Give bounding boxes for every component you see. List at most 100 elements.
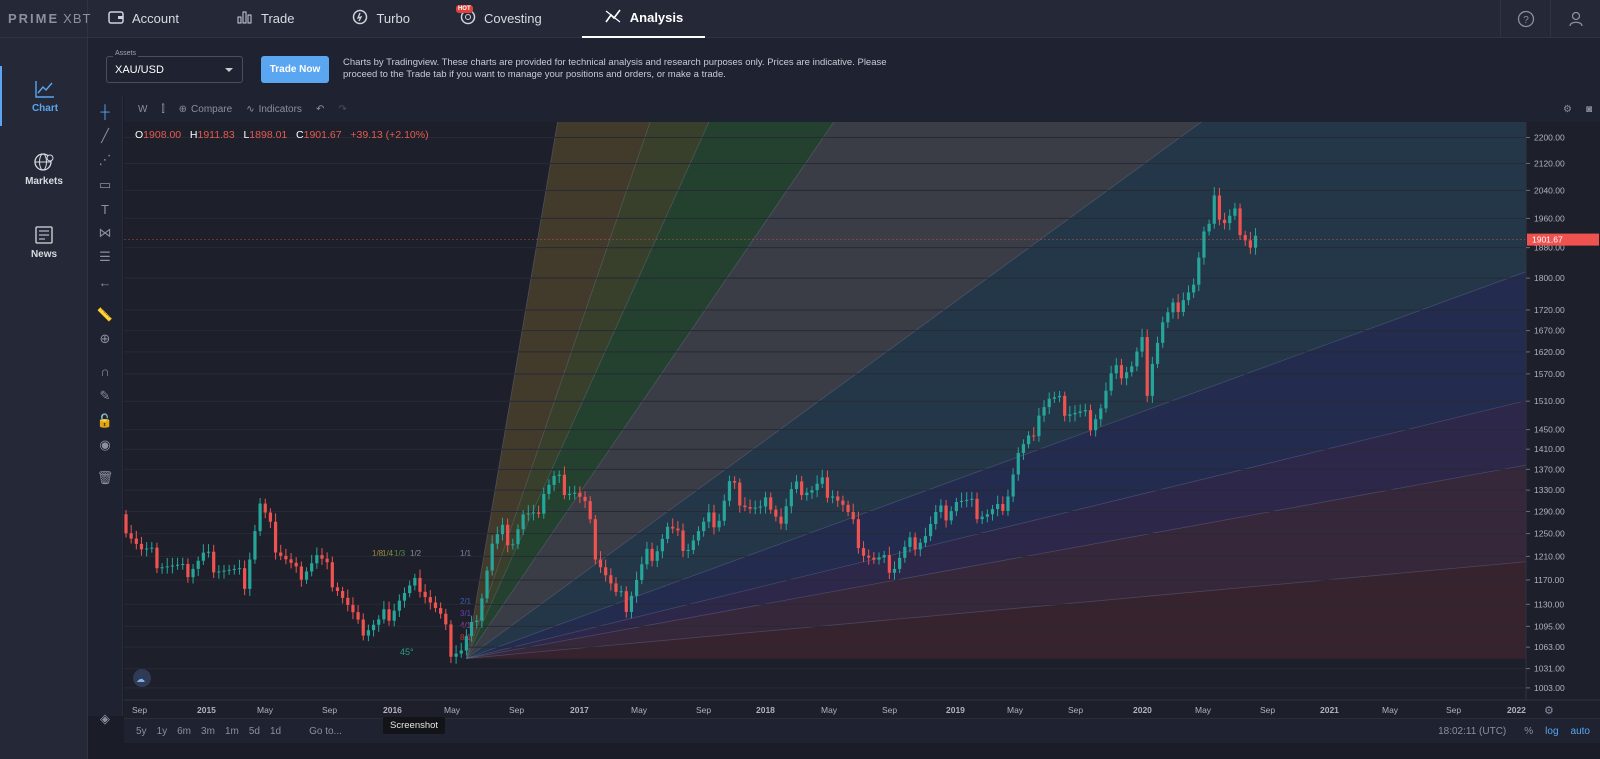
gann-fan-label: 4/1 bbox=[460, 621, 472, 630]
timeframe-6m[interactable]: 6m bbox=[177, 725, 192, 737]
timeframe-5d[interactable]: 5d bbox=[248, 725, 260, 737]
candle-body bbox=[217, 571, 221, 573]
lock-icon[interactable]: 🔓 bbox=[96, 413, 114, 428]
price-tick-label: 1170.00 bbox=[1534, 575, 1564, 585]
trend-line-icon[interactable]: ╱ bbox=[101, 128, 109, 143]
auto-toggle[interactable]: auto bbox=[1570, 726, 1590, 737]
candle-body bbox=[124, 514, 128, 534]
candle-body bbox=[279, 552, 283, 556]
goto-button[interactable]: Go to... bbox=[309, 725, 342, 737]
camera-icon[interactable]: ◙ bbox=[1585, 103, 1592, 115]
candle-body bbox=[397, 600, 401, 611]
cloud-icon-glyph: ☁ bbox=[136, 674, 145, 684]
candle-type-icon[interactable]: ⫿ bbox=[161, 103, 165, 115]
back-arrow-icon[interactable]: ← bbox=[98, 274, 112, 290]
nav-account[interactable]: Account bbox=[108, 0, 179, 38]
time-tick-label: Sep bbox=[696, 705, 711, 715]
candle-body bbox=[428, 597, 432, 603]
nav-turbo-label: Turbo bbox=[376, 11, 410, 26]
candle-body bbox=[887, 555, 891, 573]
redo-icon[interactable]: ↷ bbox=[338, 103, 347, 115]
sidebar-item-chart[interactable]: Chart bbox=[0, 66, 88, 126]
timeframe-1m[interactable]: 1m bbox=[224, 725, 239, 737]
price-tick-label: 2040.00 bbox=[1534, 185, 1565, 195]
candle-body bbox=[794, 481, 799, 490]
pattern-icon[interactable]: ⋈ bbox=[98, 225, 112, 240]
candle-body bbox=[273, 521, 278, 553]
candle-body bbox=[1135, 351, 1139, 367]
brand-logo[interactable]: PRIME XBT bbox=[0, 0, 92, 38]
chart-toolbar: W ⫿ ⊕ Compare ∿ Indicators ↶ ↷ ⚙ ◙ bbox=[124, 96, 1600, 122]
ohlc-high: 1911.83 bbox=[197, 129, 235, 141]
candle-body bbox=[547, 484, 551, 494]
candle-body bbox=[1171, 302, 1175, 313]
crosshair-icon[interactable]: ┼ bbox=[100, 103, 110, 119]
rectangle-icon[interactable]: ▭ bbox=[98, 177, 112, 192]
chevron-down-icon bbox=[225, 68, 233, 72]
indicators-button[interactable]: ∿ Indicators bbox=[246, 104, 302, 115]
nav-covesting[interactable]: HOT Covesting bbox=[455, 0, 542, 38]
candle-body bbox=[733, 481, 737, 483]
candle-body bbox=[640, 564, 644, 580]
ruler-icon[interactable]: 📏 bbox=[96, 307, 114, 322]
compare-button[interactable]: ⊕ Compare bbox=[179, 104, 233, 115]
candle-body bbox=[629, 595, 634, 612]
nav-trade[interactable]: Trade bbox=[237, 0, 294, 38]
time-tick-label: Sep bbox=[132, 705, 147, 715]
sidebar-item-chart-label: Chart bbox=[31, 102, 59, 114]
candle-body bbox=[702, 521, 706, 532]
nav-turbo[interactable]: Turbo bbox=[352, 0, 410, 38]
candle-body bbox=[377, 619, 381, 625]
candle-body bbox=[856, 519, 860, 549]
ohlc-high-label: H bbox=[189, 129, 198, 141]
timeframe-3m[interactable]: 3m bbox=[201, 725, 215, 737]
prediction-icon[interactable]: ☰ bbox=[99, 249, 111, 264]
text-icon[interactable]: T bbox=[101, 201, 109, 217]
asset-select[interactable]: Assets XAU/USD bbox=[106, 50, 243, 83]
percent-toggle[interactable]: % bbox=[1524, 726, 1534, 737]
settings-icon[interactable]: ⚙ bbox=[1562, 103, 1572, 115]
help-icon[interactable]: ? bbox=[1500, 0, 1550, 38]
user-icon[interactable] bbox=[1550, 0, 1600, 38]
gann-fan-label: 2/1 bbox=[460, 597, 472, 606]
candle-body bbox=[892, 568, 897, 573]
candle-body bbox=[1238, 208, 1242, 236]
candle-body bbox=[1078, 411, 1082, 413]
candle-body bbox=[970, 498, 974, 500]
trade-now-button[interactable]: Trade Now bbox=[261, 56, 329, 83]
price-tick-label: 1370.00 bbox=[1534, 464, 1565, 474]
brand-suffix: XBT bbox=[63, 11, 92, 26]
log-toggle[interactable]: log bbox=[1545, 726, 1559, 737]
candle-body bbox=[846, 504, 850, 512]
time-tick-label: 2019 bbox=[946, 705, 965, 715]
interval-button[interactable]: W bbox=[138, 103, 148, 115]
nav-analysis[interactable]: Analysis bbox=[581, 0, 706, 38]
candle-body bbox=[506, 524, 510, 546]
candle-body bbox=[330, 562, 334, 588]
candle-body bbox=[990, 509, 995, 515]
candle-body bbox=[537, 512, 541, 514]
timeframe-1y[interactable]: 1y bbox=[156, 725, 168, 737]
candle-body bbox=[402, 593, 407, 601]
eye-icon[interactable]: ◉ bbox=[99, 437, 111, 452]
candle-body bbox=[769, 497, 773, 510]
price-chart[interactable]: 1/81/41/31/21/12/13/14/18/145°2200.00212… bbox=[124, 122, 1600, 718]
magnet-icon[interactable]: ∩ bbox=[100, 363, 110, 379]
candle-body bbox=[423, 591, 427, 598]
zoom-in-icon[interactable]: ⊕ bbox=[99, 331, 111, 346]
candle-body bbox=[1166, 312, 1170, 323]
candle-body bbox=[1047, 398, 1051, 408]
trash-icon[interactable]: 🗑 bbox=[96, 470, 114, 485]
timeframe-1d[interactable]: 1d bbox=[269, 725, 282, 737]
time-tick-label: 2022 bbox=[1507, 705, 1526, 715]
gann-fan-icon[interactable]: ⋰ bbox=[98, 152, 112, 167]
undo-icon[interactable]: ↶ bbox=[315, 103, 325, 115]
candle-body bbox=[1073, 412, 1077, 415]
pencil-lock-icon[interactable]: ✎ bbox=[99, 388, 111, 403]
layers-icon[interactable]: ◈ bbox=[100, 711, 110, 726]
timeframe-5y[interactable]: 5y bbox=[136, 725, 147, 737]
price-tick-label: 2120.00 bbox=[1534, 158, 1565, 168]
sidebar-item-news[interactable]: News bbox=[0, 212, 88, 272]
gann-angle-label: 45° bbox=[400, 647, 414, 657]
sidebar-item-markets[interactable]: Markets bbox=[0, 139, 88, 199]
